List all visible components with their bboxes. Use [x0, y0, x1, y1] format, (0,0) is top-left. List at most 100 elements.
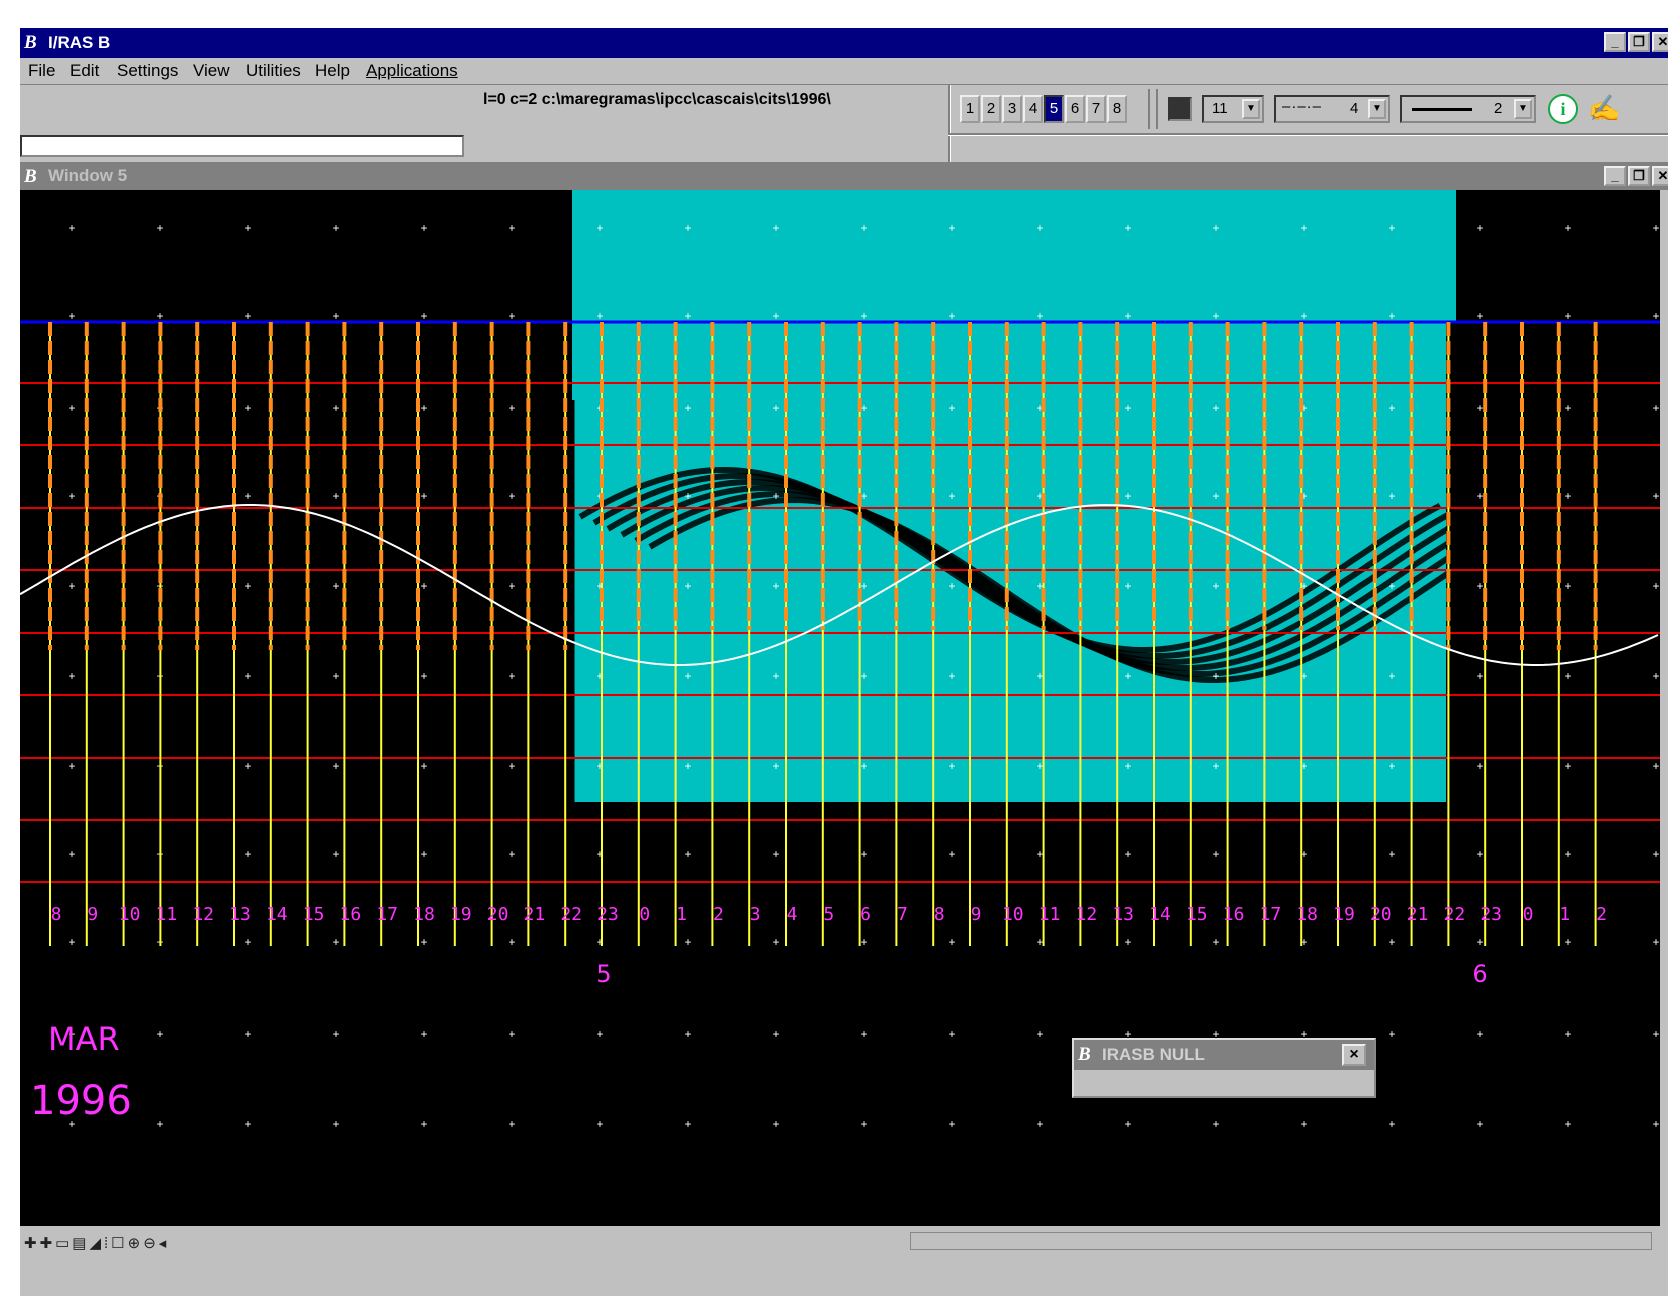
view-button-7[interactable]: 7	[1086, 95, 1106, 123]
view-button-2[interactable]: 2	[981, 95, 1001, 123]
hour-label: 1	[676, 904, 687, 925]
menu-help[interactable]: Help	[315, 61, 350, 80]
grid-dot: +	[244, 935, 251, 949]
grid-dot: +	[1212, 1027, 1219, 1041]
grid-dot: +	[772, 1117, 779, 1131]
info-icon[interactable]: i	[1548, 94, 1578, 124]
horizontal-scrollbar[interactable]	[910, 1232, 1652, 1250]
grid-dot: +	[1652, 1027, 1659, 1041]
view-button-3[interactable]: 3	[1002, 95, 1022, 123]
grid-dot: +	[1124, 669, 1131, 683]
grid-dot: +	[332, 1117, 339, 1131]
toolbar-separator-horizontal	[948, 133, 1668, 136]
grid-dot: +	[1564, 669, 1571, 683]
drawing-view[interactable]: + + + + + + + + + + + + + + + + + + + + + + + + + + + + + + + + + + + + + + + +…	[20, 190, 1668, 1226]
menu-edit[interactable]: Edit	[70, 61, 100, 80]
restore-button[interactable]: ❐	[1628, 32, 1650, 52]
hour-label: 0	[1523, 904, 1534, 925]
grid-dot: +	[948, 309, 955, 323]
grid-dot: +	[420, 1027, 427, 1041]
menu-settings[interactable]: Settings	[117, 61, 179, 80]
grid-dot: +	[860, 847, 867, 861]
hour-label: 2	[1596, 904, 1607, 925]
view-button-6[interactable]: 6	[1065, 95, 1085, 123]
grid-dot: +	[596, 221, 603, 235]
fence-tool-icon[interactable]: ✍	[1588, 93, 1621, 123]
grid-dot: +	[1212, 935, 1219, 949]
hour-label: 16	[1223, 904, 1245, 925]
grid-dot: +	[1564, 221, 1571, 235]
line-weight-value: 2	[1494, 100, 1503, 117]
view-window-title: Window 5	[48, 166, 128, 185]
minimize-button[interactable]: _	[1604, 32, 1626, 52]
chevron-down-icon[interactable]: ▼	[1514, 99, 1532, 119]
grid-dot: +	[244, 1117, 251, 1131]
menu-applications[interactable]: Applications	[366, 61, 458, 80]
toolbar-separator	[948, 85, 951, 163]
line-style-combo[interactable]: –·–·– 4 ▼	[1274, 95, 1390, 123]
iras-app-window: B I/RAS B _ ❐ ✕ File Edit Settings View …	[20, 28, 1668, 1296]
grid-dot: +	[1212, 221, 1219, 235]
view-button-8[interactable]: 8	[1107, 95, 1127, 123]
dialog-title-bar: B IRASB NULL ×	[1074, 1040, 1374, 1070]
view-close-button[interactable]: ✕	[1652, 166, 1668, 186]
line-weight-combo[interactable]: 2 ▼	[1400, 95, 1536, 123]
grid-dot: +	[1564, 579, 1571, 593]
grid-dot: +	[860, 579, 867, 593]
grid-dot: +	[684, 1027, 691, 1041]
hour-label: 3	[750, 904, 761, 925]
menu-view[interactable]: View	[193, 61, 230, 80]
grid-dot: +	[1476, 1117, 1483, 1131]
chevron-down-icon[interactable]: ▼	[1242, 99, 1260, 119]
view-graphics[interactable]: + + + + + + + + + + + + + + + + + + + + + + + + + + + + + + + + + + + + + + + +…	[20, 190, 1660, 1226]
grid-dot: +	[1652, 847, 1659, 861]
grid-dot: +	[1564, 1027, 1571, 1041]
dialog-close-button[interactable]: ×	[1342, 1044, 1366, 1066]
grid-dot: +	[420, 669, 427, 683]
grid-dot: +	[244, 1027, 251, 1041]
hour-label: 13	[229, 904, 251, 925]
grid-dot: +	[1300, 579, 1307, 593]
grid-dot: +	[508, 935, 515, 949]
close-button[interactable]: ✕	[1652, 32, 1668, 52]
view-button-4[interactable]: 4	[1023, 95, 1043, 123]
grid-dot: +	[1476, 309, 1483, 323]
grid-dot: +	[948, 489, 955, 503]
view-minimize-button[interactable]: _	[1604, 166, 1626, 186]
grid-dot: +	[1212, 401, 1219, 415]
level-combo[interactable]: 11 ▼	[1202, 95, 1264, 123]
view-control-icons[interactable]: ✚✚▭▤◢⁞☐⊕⊖◂	[24, 1235, 170, 1252]
grid-dot: +	[1564, 489, 1571, 503]
grid-dot: +	[596, 759, 603, 773]
menu-bar: File Edit Settings View Utilities Help A…	[20, 58, 1668, 84]
grid-dot: +	[1388, 579, 1395, 593]
view-restore-button[interactable]: ❐	[1628, 166, 1650, 186]
key-in-field[interactable]	[20, 135, 464, 157]
view-button-5[interactable]: 5	[1044, 95, 1064, 123]
vertical-scrollbar[interactable]	[1660, 190, 1668, 1226]
menu-file[interactable]: File	[28, 61, 56, 80]
hour-label: 11	[156, 904, 178, 925]
grid-dot: +	[420, 1117, 427, 1131]
grid-dot: +	[420, 221, 427, 235]
grid-dot: +	[1476, 759, 1483, 773]
dashdot-line-icon: –·–·–	[1282, 98, 1323, 115]
hour-label: 12	[1076, 904, 1098, 925]
hour-label: 9	[971, 904, 982, 925]
chevron-down-icon[interactable]: ▼	[1368, 99, 1386, 119]
grid-dot: +	[244, 401, 251, 415]
grid-dot: +	[68, 309, 75, 323]
grid-dot: +	[1124, 221, 1131, 235]
grid-dot: +	[684, 579, 691, 593]
active-color-swatch[interactable]	[1168, 97, 1192, 121]
hour-label: 16	[340, 904, 362, 925]
view-button-1[interactable]: 1	[960, 95, 980, 123]
day-label: 5	[596, 960, 611, 988]
hour-label: 13	[1112, 904, 1134, 925]
grid-dot: +	[1388, 401, 1395, 415]
solid-line-icon	[1412, 108, 1472, 111]
grid-dot: +	[772, 401, 779, 415]
hour-label: 10	[119, 904, 141, 925]
grid-dot: +	[1036, 759, 1043, 773]
menu-utilities[interactable]: Utilities	[246, 61, 301, 80]
